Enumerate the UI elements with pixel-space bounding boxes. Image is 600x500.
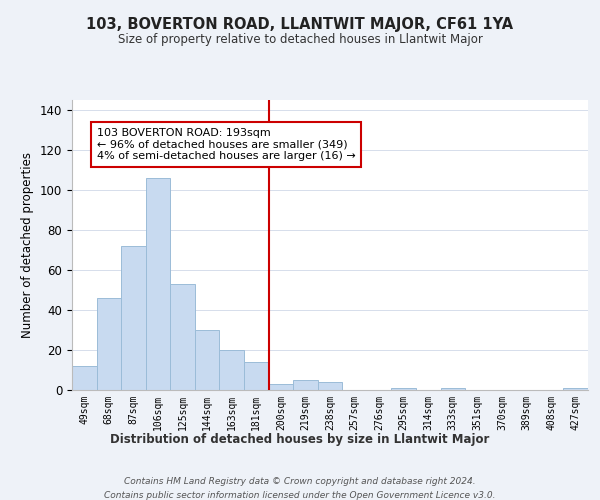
Text: 103 BOVERTON ROAD: 193sqm
← 96% of detached houses are smaller (349)
4% of semi-: 103 BOVERTON ROAD: 193sqm ← 96% of detac… <box>97 128 355 161</box>
Bar <box>293 380 318 390</box>
Bar <box>121 246 146 390</box>
Text: Contains HM Land Registry data © Crown copyright and database right 2024.: Contains HM Land Registry data © Crown c… <box>124 478 476 486</box>
Text: Distribution of detached houses by size in Llantwit Major: Distribution of detached houses by size … <box>110 432 490 446</box>
Bar <box>97 298 121 390</box>
Bar <box>318 382 342 390</box>
Bar <box>220 350 244 390</box>
Bar <box>244 362 269 390</box>
Bar <box>563 388 588 390</box>
Bar <box>269 384 293 390</box>
Bar <box>391 388 416 390</box>
Text: Size of property relative to detached houses in Llantwit Major: Size of property relative to detached ho… <box>118 32 482 46</box>
Text: 103, BOVERTON ROAD, LLANTWIT MAJOR, CF61 1YA: 103, BOVERTON ROAD, LLANTWIT MAJOR, CF61… <box>86 18 514 32</box>
Text: Contains public sector information licensed under the Open Government Licence v3: Contains public sector information licen… <box>104 491 496 500</box>
Bar <box>440 388 465 390</box>
Bar <box>146 178 170 390</box>
Bar <box>170 284 195 390</box>
Y-axis label: Number of detached properties: Number of detached properties <box>22 152 34 338</box>
Bar <box>195 330 220 390</box>
Bar <box>72 366 97 390</box>
